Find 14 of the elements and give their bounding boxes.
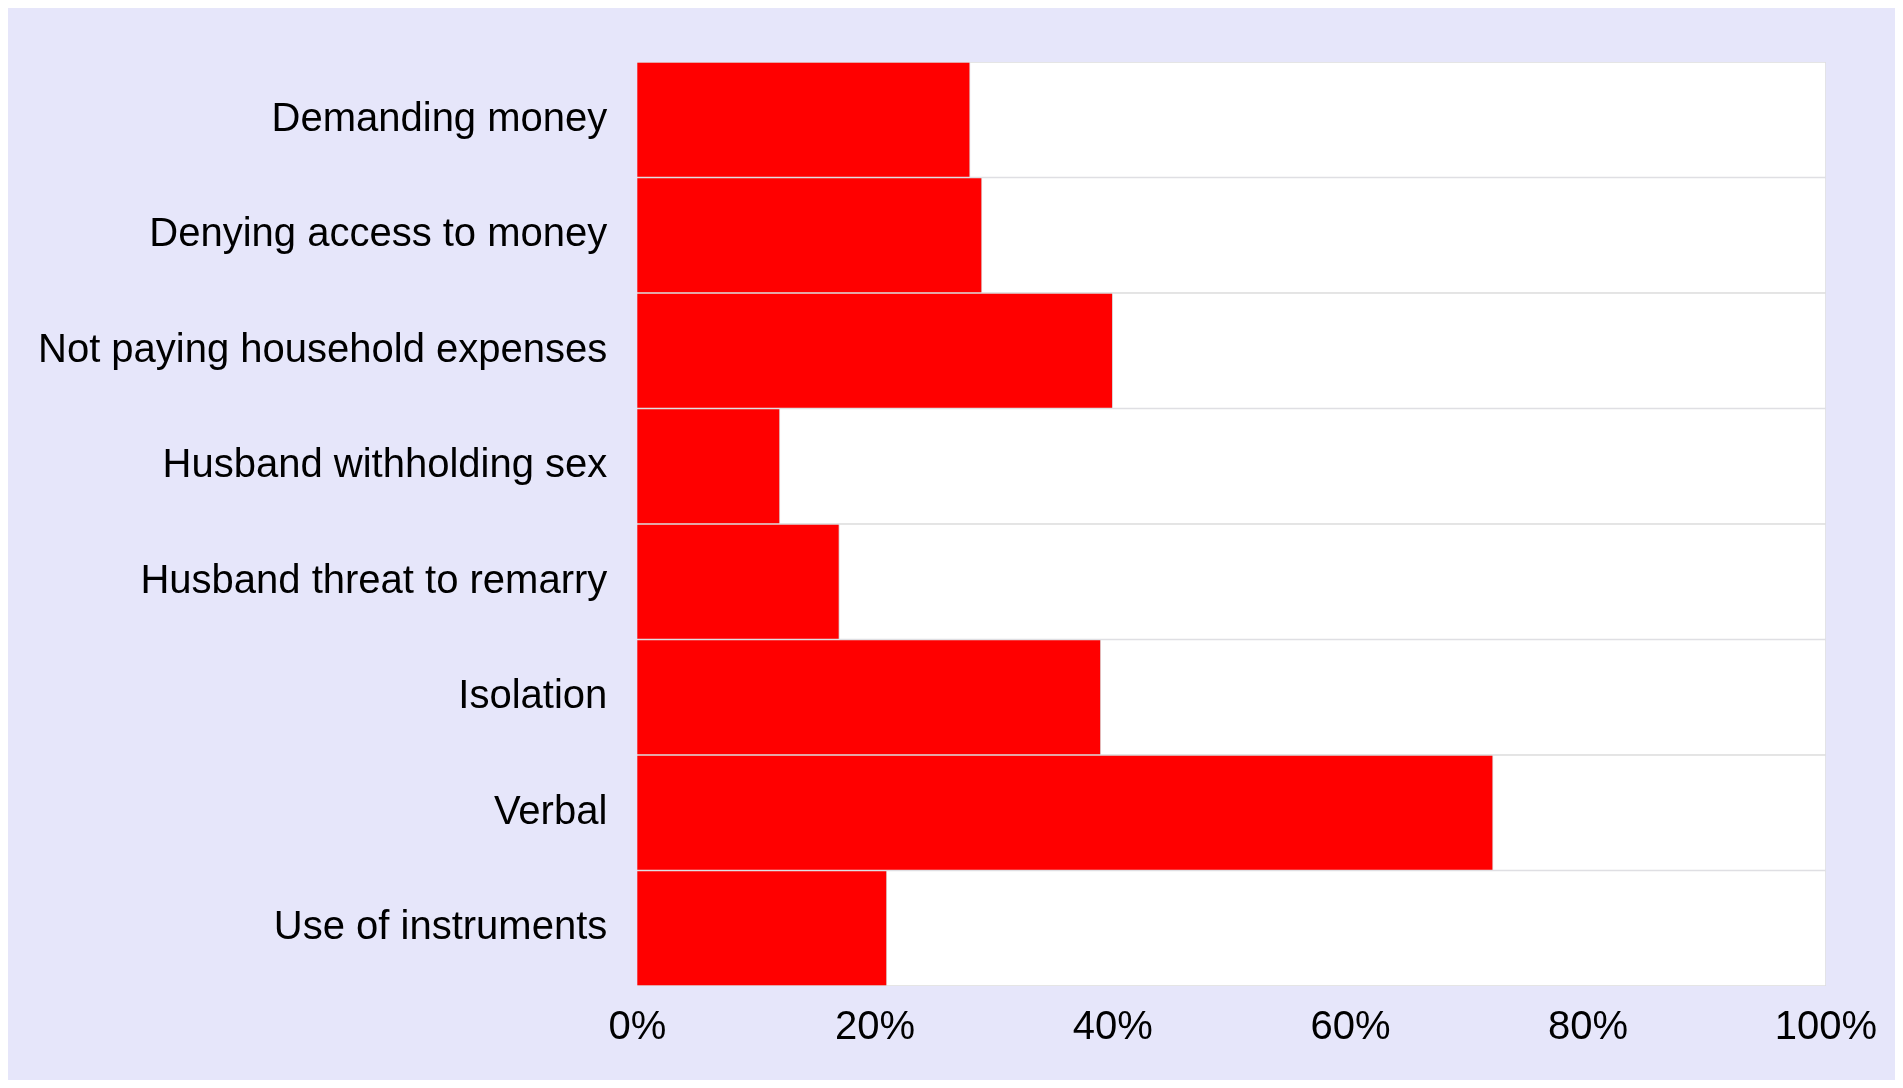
y-tick-label: Not paying household expenses [38, 325, 608, 370]
x-tick-label: 100% [1774, 1003, 1877, 1048]
x-tick-label: 80% [1548, 1003, 1629, 1048]
y-tick-label: Husband threat to remarry [140, 556, 608, 601]
x-tick-label: 0% [608, 1003, 667, 1048]
y-tick-label: Verbal [493, 787, 608, 832]
x-tick-label: 40% [1072, 1003, 1153, 1048]
y-tick-label: Isolation [458, 672, 608, 717]
y-tick-label: Demanding money [271, 94, 608, 139]
y-tick-label: Use of instruments [273, 903, 608, 948]
y-tick-label: Husband withholding sex [162, 441, 608, 486]
y-tick-label: Denying access to money [149, 210, 608, 255]
x-tick-label: 60% [1310, 1003, 1391, 1048]
x-tick-label: 20% [834, 1003, 916, 1048]
